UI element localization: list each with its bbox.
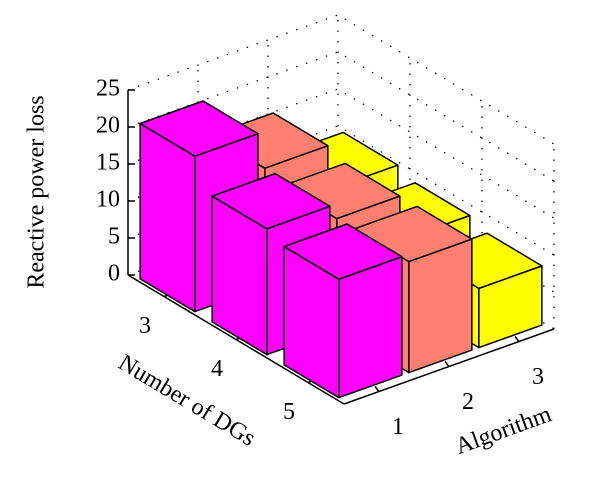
y-tick-label: 2 [462, 389, 474, 415]
bars [139, 100, 543, 399]
y-tick-label: 3 [532, 364, 544, 390]
bar-top [283, 223, 403, 280]
bar-top [139, 100, 259, 157]
x-tick-label: 4 [211, 356, 223, 382]
z-tick-label: 0 [108, 261, 120, 287]
z-tick-label: 5 [108, 224, 120, 250]
bar-top [211, 172, 331, 230]
z-tick-label: 25 [96, 76, 120, 102]
z-tick-label: 20 [96, 113, 120, 139]
z-axis-title: Reactive power loss [24, 95, 50, 288]
y-tick-label: 1 [392, 414, 404, 440]
y-tick [514, 336, 520, 342]
z-tick-label: 10 [96, 187, 120, 213]
grid-line [127, 14, 555, 145]
x-axis-title: Number of DGs [114, 350, 260, 452]
bar-front [408, 238, 473, 374]
x-tick-label: 3 [139, 313, 151, 339]
bar-front [338, 255, 403, 399]
x-tick-label: 5 [283, 399, 295, 425]
z-tick-label: 15 [96, 150, 120, 176]
y-tick [374, 386, 380, 392]
y-tick [444, 361, 450, 367]
